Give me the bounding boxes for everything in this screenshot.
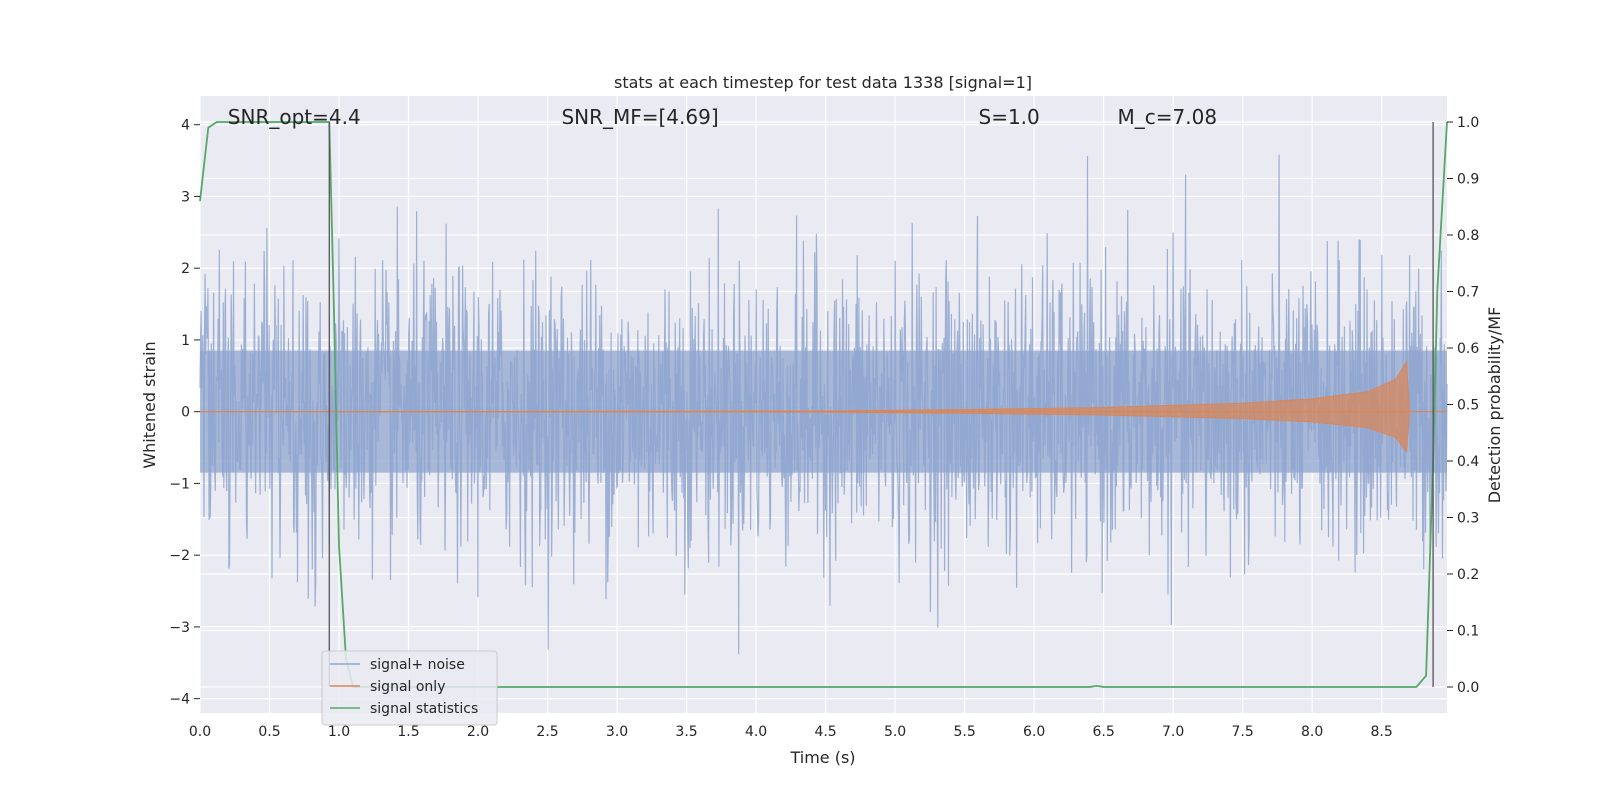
y2-tick-label: 1.0 (1457, 115, 1479, 131)
y-tick-label: 4 (181, 118, 190, 134)
y2-tick-label: 0.9 (1457, 171, 1479, 187)
y-tick-label: −4 (169, 692, 190, 708)
legend-label-signal: signal only (370, 679, 445, 695)
statistics-line (199, 121, 1448, 688)
x-tick-label: 2.5 (536, 724, 558, 740)
vertical-markers (328, 121, 1434, 688)
x-tick-label: 6.0 (1023, 724, 1045, 740)
x-tick-label: 0.0 (189, 724, 211, 740)
x-tick-label: 8.0 (1301, 724, 1323, 740)
annotations: SNR_opt=4.4 SNR_MF=[4.69] S=1.0 M_c=7.08 (228, 105, 1217, 129)
x-tick-label: 2.0 (467, 724, 489, 740)
statistics-series (199, 121, 1448, 688)
y-axis-ticks: −4 −3 −2 −1 0 1 2 3 4 (169, 118, 200, 708)
y-tick-label: 2 (181, 261, 190, 277)
y2-tick-label: 0.4 (1457, 454, 1479, 470)
x-tick-label: 4.5 (814, 724, 836, 740)
y2-tick-label: 0.3 (1457, 511, 1479, 527)
legend-label-stats: signal statistics (370, 701, 478, 717)
x-tick-label: 3.0 (606, 724, 628, 740)
y2-tick-label: 0.5 (1457, 398, 1479, 414)
y2-axis-ticks: 0.0 0.1 0.2 0.3 0.4 0.5 0.6 0.7 0.8 0.9 1.0 (1447, 115, 1479, 696)
y2-tick-label: 0.6 (1457, 341, 1479, 357)
x-axis-label: Time (s) (789, 748, 855, 767)
y2-tick-label: 0.8 (1457, 228, 1479, 244)
legend-box (321, 650, 498, 726)
y2-tick-label: 0.7 (1457, 284, 1479, 300)
y-tick-label: 1 (181, 333, 190, 349)
x-tick-label: 7.0 (1162, 724, 1184, 740)
y-axis-label: Whitened strain (140, 341, 159, 468)
x-tick-label: 6.5 (1092, 724, 1114, 740)
y-tick-label: 0 (181, 405, 190, 421)
x-tick-label: 1.0 (328, 724, 350, 740)
y2-tick-label: 0.1 (1457, 624, 1479, 640)
x-tick-label: 4.0 (745, 724, 767, 740)
y-tick-label: −3 (169, 620, 190, 636)
y-tick-label: −2 (169, 548, 190, 564)
signal-series (199, 360, 1447, 453)
annotation-4: M_c=7.08 (1118, 105, 1218, 129)
x-tick-label: 5.5 (953, 724, 975, 740)
x-tick-label: 8.5 (1371, 724, 1393, 740)
x-axis-ticks: 0.0 0.5 1.0 1.5 2.0 2.5 3.0 3.5 4.0 4.5 5.0 5.5 6.0 6… (189, 724, 1393, 740)
y2-tick-label: 0.0 (1457, 680, 1479, 696)
y-tick-label: 3 (181, 189, 190, 205)
y2-tick-label: 0.2 (1457, 567, 1479, 583)
x-tick-label: 0.5 (258, 724, 280, 740)
x-tick-label: 1.5 (397, 724, 419, 740)
x-tick-label: 3.5 (675, 724, 697, 740)
annotation-3: S=1.0 (979, 105, 1040, 129)
annotation-1: SNR_opt=4.4 (228, 105, 361, 129)
chart-title: stats at each timestep for test data 133… (614, 73, 1032, 92)
legend-label-noise: signal+ noise (370, 657, 465, 673)
legend: signal+ noise signal only signal statist… (321, 650, 498, 726)
annotation-2: SNR_MF=[4.69] (561, 105, 718, 129)
x-tick-label: 5.0 (884, 724, 906, 740)
y-tick-label: −1 (169, 476, 190, 492)
y2-axis-label: Detection probability/MF (1485, 307, 1504, 504)
x-tick-label: 7.5 (1232, 724, 1254, 740)
